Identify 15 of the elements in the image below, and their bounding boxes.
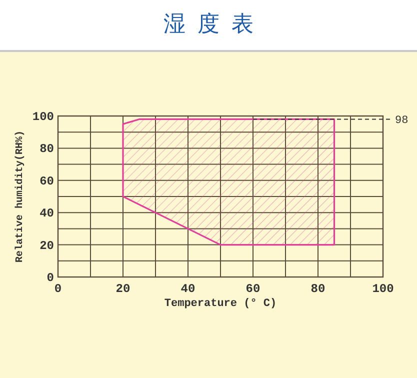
y-tick-label: 40 <box>40 206 54 221</box>
chart-title: 湿度表 <box>162 12 266 37</box>
x-tick-label: 60 <box>246 282 260 296</box>
x-tick-label: 80 <box>310 282 326 296</box>
y-axis-title: Relative humidity(RH%) <box>14 130 26 263</box>
y-tick-label: 100 <box>32 110 54 124</box>
y-tick-label: 60 <box>40 174 54 188</box>
x-tick-label: 100 <box>372 282 394 296</box>
y-tick-label: 80 <box>40 142 54 156</box>
y-tick-label: 20 <box>40 238 54 253</box>
y-tick-label: 0 <box>46 271 54 285</box>
ref-line-label: 98 <box>395 115 408 128</box>
x-tick-label: 40 <box>180 282 196 296</box>
x-tick-label: 20 <box>116 282 130 296</box>
x-axis-title: Temperature (° C) <box>164 298 277 310</box>
